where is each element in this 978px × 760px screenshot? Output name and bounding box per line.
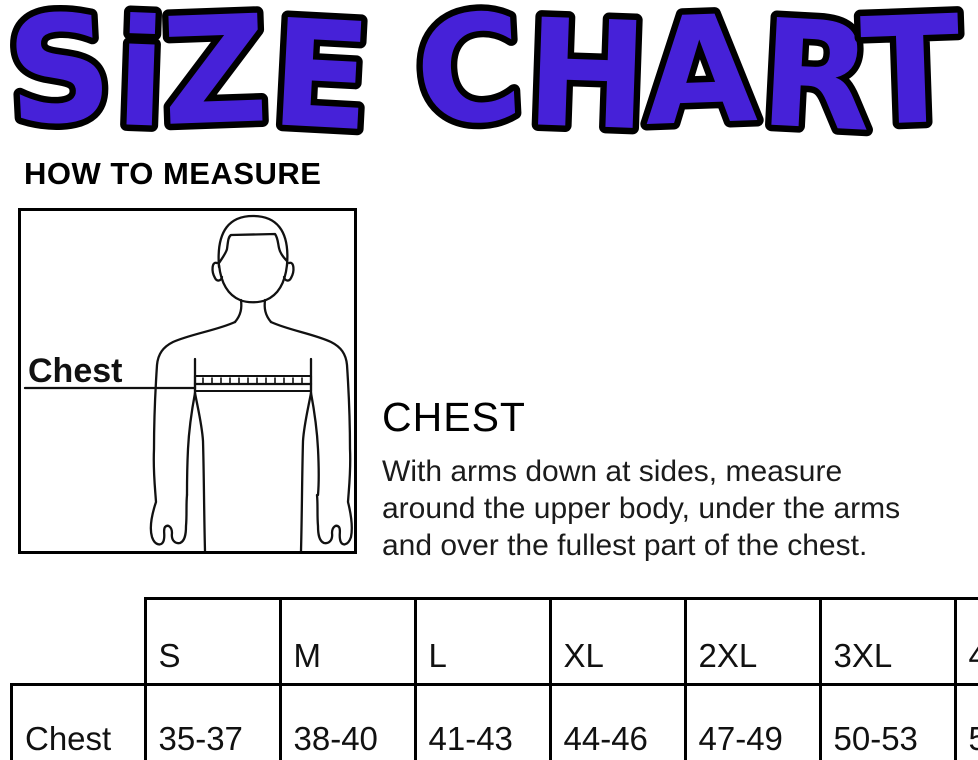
size-table-header-row: S M L XL 2XL 3XL 4XL bbox=[12, 597, 978, 686]
figure-hair bbox=[217, 214, 289, 269]
measuring-tape-ticks bbox=[202, 377, 303, 385]
how-to-measure-heading: HOW TO MEASURE bbox=[24, 156, 322, 191]
size-column-header: M bbox=[278, 597, 417, 686]
size-value-cell: 35-37 bbox=[143, 683, 282, 760]
size-value-cell: 47-49 bbox=[683, 683, 822, 760]
chest-figure-label: Chest bbox=[28, 352, 122, 390]
figure-arm-right bbox=[269, 320, 353, 546]
figure-ear-left bbox=[211, 261, 224, 282]
page-title-art: SiZE CHART bbox=[0, 0, 970, 152]
size-table-chest-row: Chest 35-37 38-40 41-43 44-46 47-49 50-5… bbox=[10, 683, 978, 760]
figure-face bbox=[217, 263, 289, 304]
size-value-cell: 41-43 bbox=[413, 683, 552, 760]
chest-section-heading: CHEST bbox=[382, 394, 526, 440]
size-column-header: S bbox=[143, 597, 282, 686]
size-column-header: 3XL bbox=[818, 597, 957, 686]
figure-hairline bbox=[217, 232, 289, 265]
measurement-figure-box: Chest bbox=[18, 208, 357, 554]
page-title: SiZE CHART bbox=[3, 0, 963, 152]
size-value-cell: 54-57 bbox=[953, 683, 978, 760]
size-column-header: XL bbox=[548, 597, 687, 686]
size-table-corner-cell bbox=[12, 599, 146, 685]
chest-instructions: With arms down at sides, measure around … bbox=[382, 453, 900, 564]
size-column-header: 4XL bbox=[953, 597, 978, 686]
torso-diagram: Chest bbox=[23, 214, 353, 551]
figure-torso-side-left bbox=[193, 391, 207, 551]
size-value-cell: 38-40 bbox=[278, 683, 417, 760]
figure-arm-left bbox=[149, 320, 237, 546]
size-column-header: 2XL bbox=[683, 597, 822, 686]
figure-torso-side-right bbox=[299, 391, 313, 551]
chest-instructions-line: and over the fullest part of the chest. bbox=[382, 529, 868, 562]
figure-neck-left bbox=[233, 298, 243, 324]
chest-instructions-line: around the upper body, under the arms bbox=[382, 492, 901, 525]
size-column-header: L bbox=[413, 597, 552, 686]
figure-inner-arm-left bbox=[185, 391, 197, 497]
size-row-label: Chest bbox=[10, 683, 147, 760]
size-value-cell: 50-53 bbox=[818, 683, 957, 760]
size-value-cell: 44-46 bbox=[548, 683, 687, 760]
figure-inner-arm-right bbox=[309, 391, 320, 497]
size-table: S M L XL 2XL 3XL 4XL Chest 35-37 38-40 4… bbox=[10, 597, 978, 760]
chest-instructions-line: With arms down at sides, measure bbox=[382, 455, 843, 488]
figure-ear-right bbox=[282, 261, 295, 282]
figure-neck-right bbox=[263, 298, 273, 324]
